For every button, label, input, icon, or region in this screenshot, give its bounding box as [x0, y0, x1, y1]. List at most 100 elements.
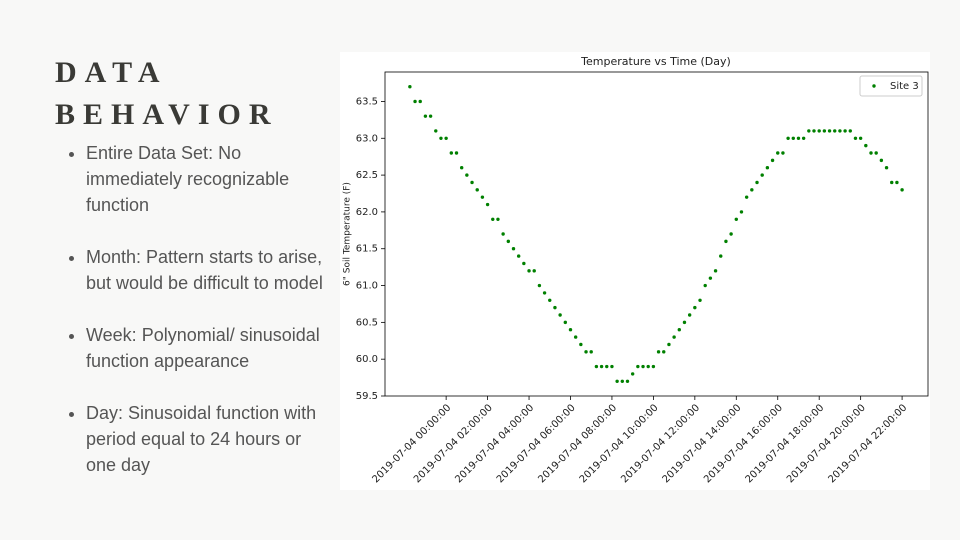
point: [895, 180, 899, 185]
y-tick-label: 60.0: [356, 354, 378, 365]
point: [630, 372, 635, 376]
point: [838, 129, 842, 133]
y-axis-label: 6" Soil Temperature (F): [343, 182, 353, 286]
point: [724, 239, 728, 244]
point: [729, 232, 733, 236]
point: [501, 232, 505, 236]
point: [511, 247, 516, 251]
bullet-list: Entire Data Set: No immediately recogniz…: [64, 140, 336, 504]
title-line: DATA: [55, 56, 168, 89]
point: [423, 114, 428, 118]
point: [651, 364, 656, 369]
y-tick-label: 63.5: [356, 96, 378, 107]
point: [573, 335, 578, 339]
point: [744, 195, 749, 199]
point: [791, 136, 795, 140]
point: [801, 136, 806, 140]
y-tick-label: 63.0: [356, 133, 378, 144]
point: [496, 217, 500, 221]
point: [475, 188, 479, 192]
point: [890, 180, 894, 185]
point: [884, 166, 889, 170]
point: [656, 350, 661, 354]
point: [807, 129, 811, 133]
point: [449, 151, 454, 155]
point: [480, 195, 485, 199]
bullet: Entire Data Set: No immediately recogniz…: [86, 140, 336, 218]
point: [527, 269, 531, 273]
point: [776, 151, 780, 155]
y-tick-label: 60.5: [356, 317, 378, 328]
point: [579, 342, 583, 347]
y-tick-label: 62.0: [356, 207, 378, 218]
point: [537, 283, 542, 288]
point: [548, 298, 552, 302]
title-line: BEHAVIOR: [55, 98, 279, 131]
point: [605, 364, 609, 369]
point: [879, 158, 884, 163]
point: [796, 136, 801, 140]
point: [874, 151, 878, 155]
point: [491, 217, 495, 221]
legend-box: [859, 75, 923, 97]
point: [662, 350, 666, 354]
point: [750, 188, 754, 192]
point: [687, 313, 692, 317]
point: [682, 320, 687, 325]
point: [677, 328, 681, 332]
point: [869, 151, 873, 155]
point: [563, 320, 568, 325]
bullet: Day: Sinusoidal function with period equ…: [86, 400, 336, 478]
point: [770, 158, 775, 163]
point: [506, 239, 511, 244]
point: [620, 379, 625, 383]
point: [755, 180, 759, 185]
point: [413, 99, 417, 104]
point: [589, 350, 593, 354]
point: [833, 129, 837, 133]
point: [625, 379, 630, 383]
point: [719, 254, 723, 258]
point: [734, 217, 738, 221]
point: [434, 129, 438, 133]
point: [584, 350, 588, 354]
point: [408, 85, 412, 89]
point: [522, 261, 526, 266]
point: [610, 364, 614, 369]
point: [542, 291, 547, 295]
point: [532, 269, 536, 273]
point: [827, 129, 832, 133]
slide-title: DATA BEHAVIOR: [55, 52, 279, 136]
point: [454, 151, 459, 155]
y-tick-label: 59.5: [356, 391, 378, 402]
point: [568, 328, 573, 332]
point: [667, 342, 671, 347]
point: [418, 99, 422, 104]
chart-background: [340, 52, 930, 490]
point: [459, 166, 464, 170]
point: [765, 166, 770, 170]
legend-marker: [872, 84, 876, 88]
plot-frame: [384, 71, 929, 397]
y-tick-label: 61.5: [356, 244, 378, 255]
point: [553, 305, 557, 310]
point: [594, 364, 599, 369]
point: [848, 129, 852, 133]
point: [693, 305, 697, 310]
point: [760, 173, 764, 177]
point: [558, 313, 562, 317]
point: [636, 364, 640, 369]
point: [708, 276, 713, 280]
point: [817, 129, 821, 133]
point: [615, 379, 619, 383]
point: [465, 173, 469, 177]
bullet: Week: Polynomial/ sinusoidal function ap…: [86, 322, 336, 374]
point: [672, 335, 676, 339]
y-tick-label: 62.5: [356, 170, 378, 181]
point: [703, 283, 707, 288]
bullet: Month: Pattern starts to arise, but woul…: [86, 244, 336, 296]
point: [858, 136, 863, 140]
point: [646, 364, 650, 369]
